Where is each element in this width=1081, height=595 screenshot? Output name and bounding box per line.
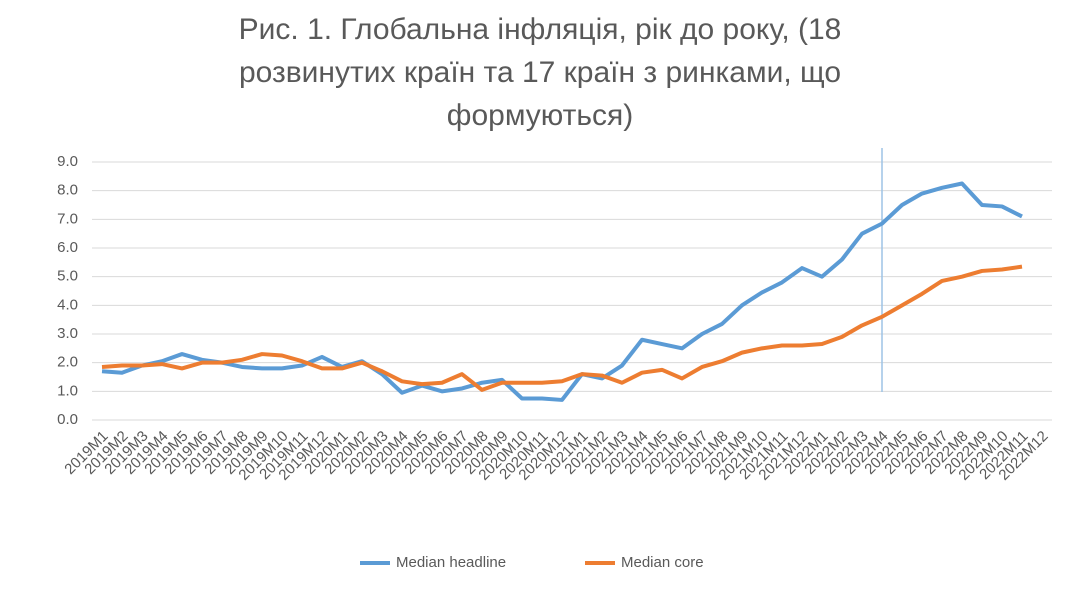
y-tick-label: 8.0 [57, 182, 78, 199]
y-tick-label: 5.0 [57, 268, 78, 285]
y-tick-label: 1.0 [57, 382, 78, 399]
y-tick-label: 0.0 [57, 411, 78, 428]
y-tick-label: 7.0 [57, 210, 78, 227]
y-tick-label: 6.0 [57, 239, 78, 256]
chart-title: Рис. 1. Глобальна інфляція, рік до року,… [238, 13, 842, 132]
line-series [101, 181, 1023, 402]
y-tick-label: 2.0 [57, 354, 78, 371]
y-tick-label: 3.0 [57, 325, 78, 342]
legend-label: Median headline [396, 554, 506, 571]
line-series [101, 264, 1023, 392]
y-tick-label: 4.0 [57, 296, 78, 313]
legend-label: Median core [621, 554, 704, 571]
y-tick-label: 9.0 [57, 153, 78, 170]
